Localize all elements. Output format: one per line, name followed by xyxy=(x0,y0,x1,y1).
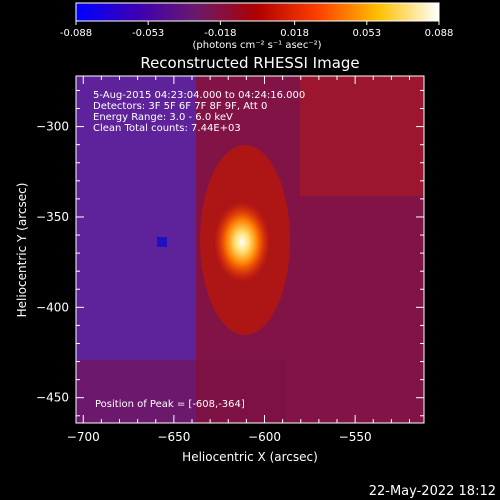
x-tick-label: −650 xyxy=(157,430,190,444)
info-total-counts: Clean Total counts: 7.44E+03 xyxy=(93,123,241,134)
info-energy-range: Energy Range: 3.0 - 6.0 keV xyxy=(93,112,233,123)
colorbar xyxy=(75,2,440,22)
colorbar-tick-label: -0.088 xyxy=(60,28,92,39)
colorbar-tick-label: 0.088 xyxy=(425,28,454,39)
colorbar-tick-label: 0.053 xyxy=(352,28,381,39)
x-axis-tick-labels: −700 −650 −600 −550 xyxy=(67,430,372,444)
heatmap xyxy=(76,76,424,423)
y-tick-label: −300 xyxy=(36,120,69,134)
x-tick-label: −700 xyxy=(67,430,100,444)
info-detectors: Detectors: 3F 5F 6F 7F 8F 9F, Att 0 xyxy=(93,101,267,112)
y-tick-label: −450 xyxy=(36,391,69,405)
plot-title: Reconstructed RHESSI Image xyxy=(140,54,359,72)
y-axis-ticks xyxy=(76,89,424,417)
footer-date: 22-May-2022 18:12 xyxy=(369,484,496,499)
y-tick-label: −350 xyxy=(36,210,69,224)
colorbar-tick-labels: -0.088 -0.053 -0.018 0.018 0.053 0.088 xyxy=(60,28,453,39)
y-axis-label: Heliocentric Y (arcsec) xyxy=(15,183,29,318)
colorbar-unit-label: (photons cm⁻² s⁻¹ asec⁻²) xyxy=(192,40,321,51)
colorbar-tick-label: 0.018 xyxy=(280,28,309,39)
heatmap-minimum-cell xyxy=(157,237,167,247)
info-time-range: 5-Aug-2015 04:23:04.000 to 04:24:16.000 xyxy=(93,90,305,101)
colorbar-ticks xyxy=(75,21,440,25)
plot-frame xyxy=(75,75,425,424)
x-axis-ticks xyxy=(82,76,410,423)
peak-position-label: Position of Peak = [-608,-364] xyxy=(95,399,245,410)
x-axis-label: Heliocentric X (arcsec) xyxy=(182,450,318,464)
x-tick-label: −600 xyxy=(248,430,281,444)
y-tick-label: −400 xyxy=(36,300,69,314)
colorbar-tick-label: -0.053 xyxy=(132,28,164,39)
y-axis-tick-labels: −300 −350 −400 −450 xyxy=(36,120,69,405)
x-tick-label: −550 xyxy=(339,430,372,444)
colorbar-tick-label: -0.018 xyxy=(204,28,236,39)
